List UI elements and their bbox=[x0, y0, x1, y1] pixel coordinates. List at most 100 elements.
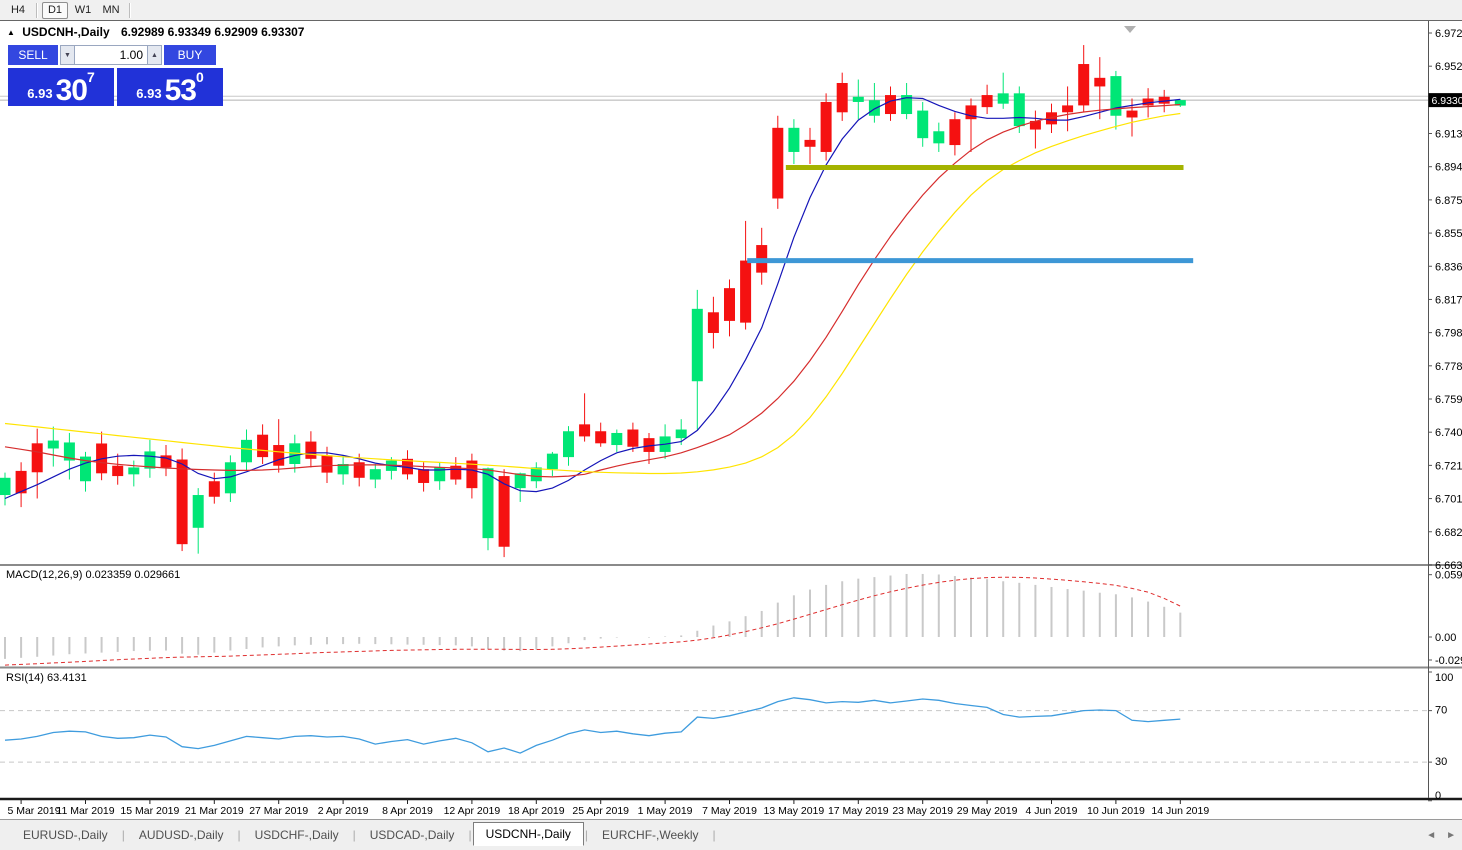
rsi-line bbox=[4, 697, 1181, 754]
timeframe-button-w1[interactable]: W1 bbox=[70, 2, 96, 19]
svg-text:7 May 2019: 7 May 2019 bbox=[702, 805, 757, 817]
price-lines bbox=[0, 95, 1428, 101]
svg-text:6.91370: 6.91370 bbox=[1435, 129, 1462, 141]
candles[interactable] bbox=[0, 45, 1186, 558]
chart-frame bbox=[0, 20, 1462, 801]
svg-text:6.77895: 6.77895 bbox=[1435, 361, 1462, 373]
chevron-up-icon: ▲ bbox=[151, 51, 158, 59]
scroll-to-end-icon[interactable] bbox=[1124, 26, 1136, 33]
sell-price-box[interactable]: 6.93 30 7 bbox=[8, 68, 114, 106]
chevron-down-icon: ▼ bbox=[64, 51, 71, 59]
tab-eurchf-weekly[interactable]: EURCHF-,Weekly bbox=[602, 828, 699, 842]
volume-decrease-button[interactable]: ▼ bbox=[60, 45, 75, 65]
svg-text:6.70195: 6.70195 bbox=[1435, 494, 1462, 506]
tab-eurusd-daily[interactable]: EURUSD-,Daily bbox=[23, 828, 108, 842]
macd-indicator-label: MACD(12,26,9) 0.023359 0.029661 bbox=[6, 569, 181, 581]
buy-button[interactable]: BUY bbox=[164, 45, 216, 65]
svg-text:6.74045: 6.74045 bbox=[1435, 427, 1462, 439]
trade-prices-row: 6.93 30 7 6.93 53 0 bbox=[8, 68, 226, 106]
buy-price-prefix: 6.93 bbox=[136, 86, 162, 101]
chart-title: ▲ USDCNH-,Daily 6.92989 6.93349 6.92909 … bbox=[7, 25, 304, 39]
symbol-title: USDCNH-,Daily bbox=[22, 25, 110, 39]
ma-slow-yellow[interactable] bbox=[4, 112, 1181, 475]
svg-text:27 Mar 2019: 27 Mar 2019 bbox=[249, 805, 308, 817]
svg-text:-0.029049: -0.029049 bbox=[1435, 655, 1462, 667]
buy-price-big-digits: 53 bbox=[164, 74, 197, 108]
svg-text:0.0598: 0.0598 bbox=[1435, 570, 1462, 582]
tab-separator: | bbox=[584, 828, 589, 842]
svg-text:6.75970: 6.75970 bbox=[1435, 394, 1462, 406]
svg-text:6.85595: 6.85595 bbox=[1435, 228, 1462, 240]
sell-price-big-digits: 30 bbox=[55, 74, 88, 108]
svg-text:6.93307: 6.93307 bbox=[1432, 95, 1462, 107]
tab-usdchf-daily[interactable]: USDCHF-,Daily bbox=[254, 828, 339, 842]
svg-text:6.95275: 6.95275 bbox=[1435, 61, 1462, 73]
ma-mid-red[interactable] bbox=[4, 103, 1181, 478]
svg-text:13 May 2019: 13 May 2019 bbox=[764, 805, 825, 817]
timeframe-toolbar: H4 D1 W1 MN bbox=[0, 0, 1462, 20]
svg-text:0: 0 bbox=[1435, 790, 1441, 802]
buy-price-box[interactable]: 6.93 53 0 bbox=[117, 68, 223, 106]
macd-signal-line bbox=[4, 576, 1181, 666]
toolbar-separator bbox=[36, 2, 37, 18]
svg-text:17 May 2019: 17 May 2019 bbox=[828, 805, 889, 817]
volume-stepper: ▼ ▲ bbox=[60, 45, 162, 65]
svg-text:14 Jun 2019: 14 Jun 2019 bbox=[1151, 805, 1209, 817]
tab-usdcnh-daily[interactable]: USDCNH-,Daily bbox=[472, 822, 584, 846]
timeframe-button-mn[interactable]: MN bbox=[98, 2, 124, 19]
collapse-panel-icon[interactable]: ▲ bbox=[7, 28, 15, 37]
one-click-trading-panel: SELL ▼ ▲ BUY 6.93 30 7 6.93 53 0 bbox=[8, 45, 226, 106]
svg-text:21 Mar 2019: 21 Mar 2019 bbox=[185, 805, 244, 817]
trade-controls-row: SELL ▼ ▲ BUY bbox=[8, 45, 226, 65]
svg-text:18 Apr 2019: 18 Apr 2019 bbox=[508, 805, 565, 817]
timeframe-button-h4[interactable]: H4 bbox=[5, 2, 31, 19]
svg-text:100: 100 bbox=[1435, 672, 1453, 684]
tab-audusd-daily[interactable]: AUDUSD-,Daily bbox=[138, 828, 224, 842]
svg-text:6.89445: 6.89445 bbox=[1435, 162, 1462, 174]
price-axis[interactable]: 6.97200 6.95275 6.91370 6.89445 6.87520 6.855… bbox=[1428, 28, 1462, 572]
volume-input[interactable] bbox=[75, 45, 147, 65]
tab-separator: | bbox=[237, 828, 241, 842]
tab-scroll-arrows: ◄ ► bbox=[1426, 830, 1462, 841]
sell-price-pip-digit: 7 bbox=[86, 69, 95, 85]
volume-increase-button[interactable]: ▲ bbox=[147, 45, 162, 65]
svg-text:12 Apr 2019: 12 Apr 2019 bbox=[444, 805, 501, 817]
svg-text:70: 70 bbox=[1435, 705, 1447, 717]
tab-separator: | bbox=[712, 828, 716, 842]
toolbar-separator bbox=[129, 2, 130, 18]
sell-button[interactable]: SELL bbox=[8, 45, 58, 65]
svg-text:29 May 2019: 29 May 2019 bbox=[957, 805, 1018, 817]
tab-separator: | bbox=[121, 828, 125, 842]
rsi-indicator-label: RSI(14) 63.4131 bbox=[6, 672, 87, 684]
tab-usdcad-daily[interactable]: USDCAD-,Daily bbox=[369, 828, 455, 842]
svg-text:30: 30 bbox=[1435, 756, 1447, 768]
svg-text:10 Jun 2019: 10 Jun 2019 bbox=[1087, 805, 1145, 817]
macd-panel[interactable]: 0.0598 0.00 -0.029049 bbox=[4, 570, 1462, 667]
svg-text:1 May 2019: 1 May 2019 bbox=[638, 805, 693, 817]
svg-text:6.79820: 6.79820 bbox=[1435, 328, 1462, 340]
sell-price-prefix: 6.93 bbox=[27, 86, 53, 101]
svg-text:2 Apr 2019: 2 Apr 2019 bbox=[318, 805, 369, 817]
svg-text:4 Jun 2019: 4 Jun 2019 bbox=[1026, 805, 1078, 817]
svg-text:15 Mar 2019: 15 Mar 2019 bbox=[120, 805, 179, 817]
svg-text:6.81745: 6.81745 bbox=[1435, 294, 1462, 306]
svg-text:6.68270: 6.68270 bbox=[1435, 527, 1462, 539]
svg-text:6.66345: 6.66345 bbox=[1435, 560, 1462, 572]
svg-text:6.72120: 6.72120 bbox=[1435, 460, 1462, 472]
tab-scroll-left-icon[interactable]: ◄ bbox=[1426, 829, 1437, 841]
svg-text:6.87520: 6.87520 bbox=[1435, 195, 1462, 207]
timeframe-button-d1[interactable]: D1 bbox=[42, 1, 68, 19]
svg-text:8 Apr 2019: 8 Apr 2019 bbox=[382, 805, 433, 817]
ma-fast-blue[interactable] bbox=[4, 97, 1181, 500]
svg-text:23 May 2019: 23 May 2019 bbox=[892, 805, 953, 817]
rsi-panel[interactable]: 100 70 30 0 bbox=[0, 671, 1453, 802]
svg-text:6.97200: 6.97200 bbox=[1435, 28, 1462, 40]
svg-text:25 Apr 2019: 25 Apr 2019 bbox=[572, 805, 629, 817]
svg-text:6.83670: 6.83670 bbox=[1435, 261, 1462, 273]
chart-tabs: EURUSD-,Daily | AUDUSD-,Daily | USDCHF-,Dail… bbox=[10, 822, 717, 847]
tab-scroll-right-icon[interactable]: ► bbox=[1446, 829, 1456, 841]
svg-text:11 Mar 2019: 11 Mar 2019 bbox=[56, 805, 114, 817]
